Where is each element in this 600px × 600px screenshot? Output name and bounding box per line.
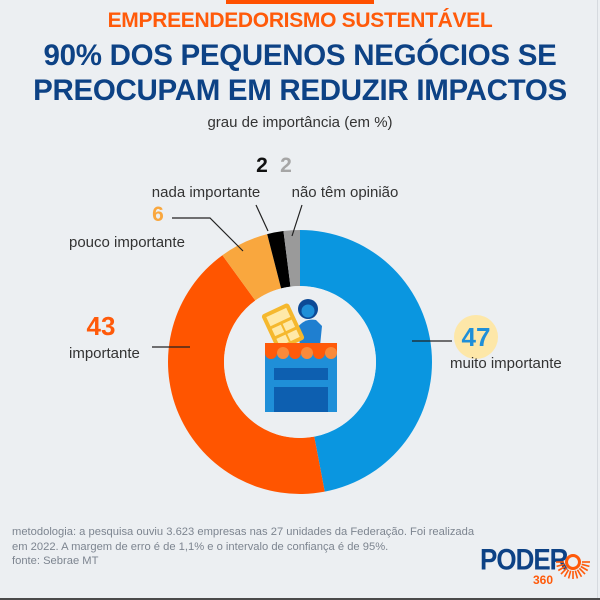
methodology-note: metodologia: a pesquisa ouviu 3.623 empr…: [12, 526, 475, 553]
bottom-border: [0, 598, 600, 600]
sunburst-ray: [578, 567, 586, 575]
leader-line: [255, 204, 269, 232]
sunburst-ray: [576, 569, 583, 578]
value-highlight-circle: [454, 315, 498, 359]
headline: 90% DOS PEQUENOS NEGÓCIOS SE PREOCUPAM E…: [0, 38, 600, 108]
category-label: nada importante: [152, 184, 260, 201]
leader-line: [172, 217, 244, 252]
sunburst-ray: [581, 563, 590, 568]
kicker: EMPREENDEDORISMO SUSTENTÁVEL: [107, 9, 493, 32]
sunburst-ray: [563, 569, 570, 578]
sunburst-ring: [565, 554, 581, 570]
value-label: 2: [256, 154, 268, 177]
category-label: pouco importante: [69, 234, 185, 251]
calculator-icon: [261, 303, 305, 351]
sunburst-ray: [567, 570, 572, 579]
sunburst-ray: [556, 563, 565, 568]
value-label: 2: [280, 154, 292, 177]
value-label: 6: [152, 203, 164, 226]
value-label: 47: [462, 322, 491, 352]
slice-importante: [167, 255, 325, 495]
headline-line-2: PREOCUPAM EM REDUZIR IMPACTOS: [33, 74, 567, 107]
slice-nada-importante: [267, 231, 291, 289]
slice-muito-importante: [300, 230, 433, 492]
slice-pouco-importante: [222, 234, 282, 301]
slice-não-têm-opinião: [283, 230, 300, 287]
source-note: fonte: Sebrae MT: [12, 555, 99, 567]
sunburst-ray: [557, 565, 566, 572]
sunburst-ray: [560, 567, 568, 575]
shop-icon: [265, 343, 337, 412]
category-label: importante: [69, 345, 140, 362]
logo-brand: PODER: [480, 542, 568, 577]
shop-with-person-and-calculator-icon: [261, 299, 337, 412]
headline-line-1: 90% DOS PEQUENOS NEGÓCIOS SE: [43, 39, 557, 72]
right-border: [597, 0, 598, 600]
category-label: não têm opinião: [292, 184, 399, 201]
sunburst-icon: [556, 554, 590, 579]
poder360-logo: PODER 360: [480, 540, 595, 590]
logo-sub: 360: [533, 573, 554, 587]
chart-subtitle: grau de importância (em %): [207, 114, 393, 131]
leader-line: [291, 204, 303, 237]
footer-notes: metodologia: a pesquisa ouviu 3.623 empr…: [12, 525, 482, 569]
sunburst-ray: [574, 570, 579, 579]
value-label: 43: [87, 311, 116, 341]
category-label: muito importante: [450, 355, 562, 372]
sunburst-ray: [580, 565, 589, 572]
person-icon: [298, 299, 322, 346]
top-accent-bar: [226, 0, 374, 4]
